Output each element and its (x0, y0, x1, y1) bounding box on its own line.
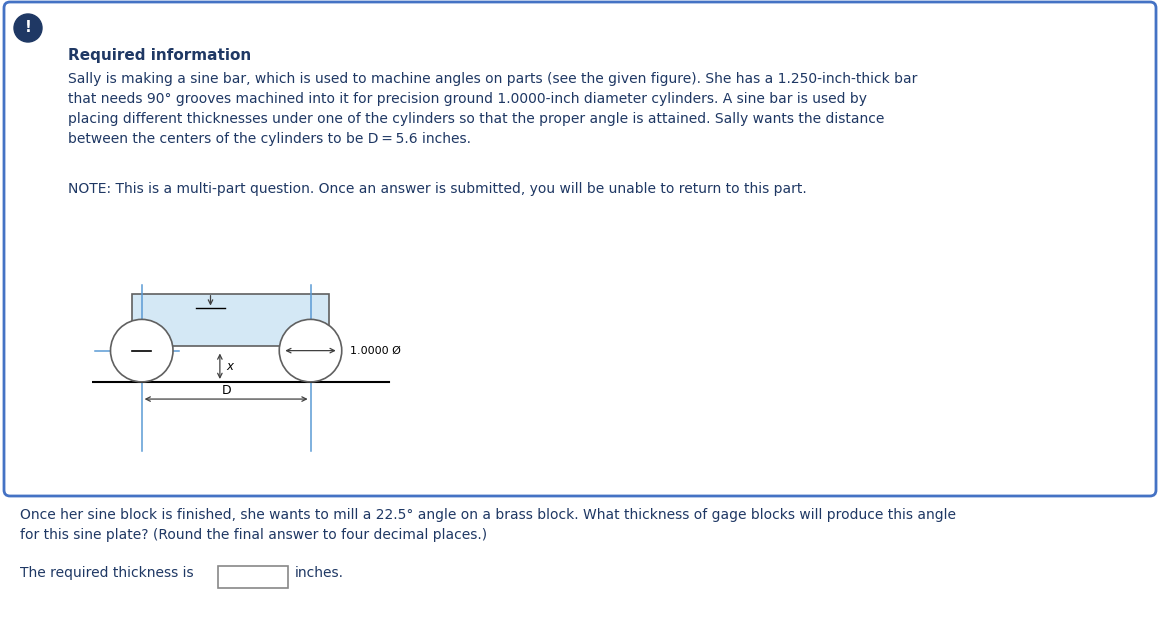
Text: Required information: Required information (68, 48, 251, 63)
Bar (133, 295, 329, 346)
Circle shape (14, 14, 42, 42)
Circle shape (111, 319, 173, 382)
FancyBboxPatch shape (3, 2, 1156, 496)
Circle shape (279, 319, 342, 382)
Text: 1.0000 Ø: 1.0000 Ø (350, 345, 400, 356)
Text: inches.: inches. (295, 566, 344, 580)
Text: The required thickness is: The required thickness is (20, 566, 194, 580)
Bar (218, 566, 288, 588)
Text: !: ! (24, 20, 31, 35)
Text: D: D (222, 384, 231, 397)
Text: NOTE: This is a multi-part question. Once an answer is submitted, you will be un: NOTE: This is a multi-part question. Onc… (68, 182, 807, 196)
Text: Sally is making a sine bar, which is used to machine angles on parts (see the gi: Sally is making a sine bar, which is use… (68, 72, 918, 146)
Text: Once her sine block is finished, she wants to mill a 22.5° angle on a brass bloc: Once her sine block is finished, she wan… (20, 508, 956, 542)
Text: x: x (226, 360, 233, 373)
